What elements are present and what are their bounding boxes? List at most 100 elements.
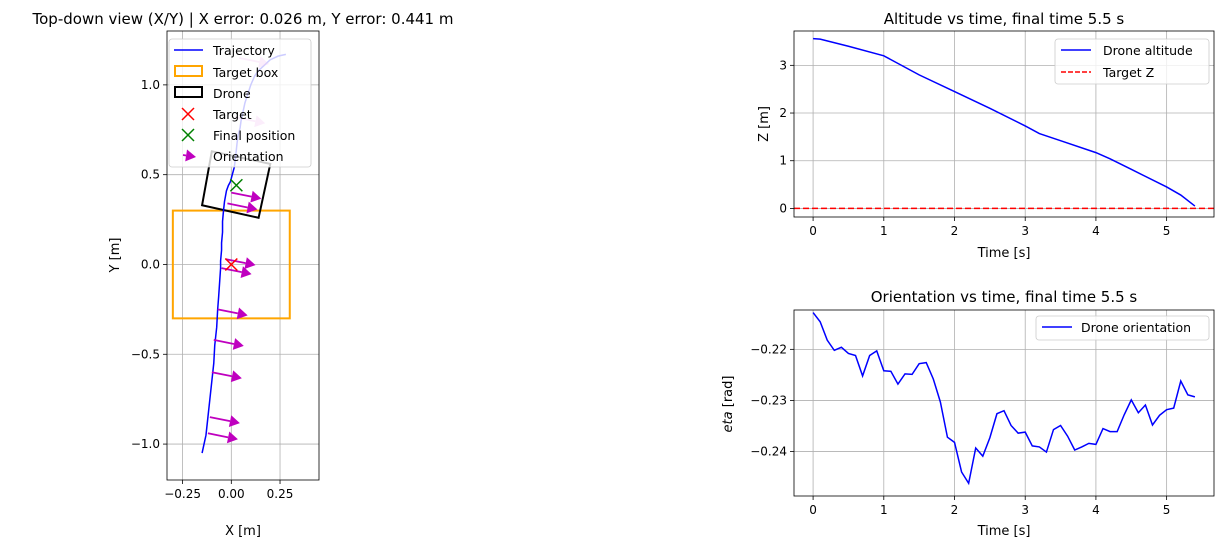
topdown-axes-frame (166, 30, 320, 481)
legend-orientation-arrow-head (185, 149, 196, 162)
legend-frame (168, 38, 312, 168)
target-marker (224, 257, 238, 272)
legend-target-swatch (181, 107, 195, 121)
altitude-chart: Altitude vs time, final time 5.5 s 0 1 2 3 4… (757, 10, 1215, 261)
orientation-arrow-shaft (207, 432, 229, 439)
legend-drone-swatch (174, 86, 203, 98)
orientation-ytick-label: −0.22 (750, 342, 787, 356)
topdown-chart: Top-down view (X/Y) | X error: 0.026 m, … (32, 10, 454, 539)
orientation-ytick-label: −0.23 (750, 393, 787, 407)
legend-orientation-swatch (182, 149, 196, 162)
altitude-legend: Drone altitude Target Z (1054, 38, 1210, 85)
altitude-ylabel: Z [m] (757, 106, 772, 142)
orientation-arrow-shaft (221, 267, 242, 273)
altitude-xtick-label: 5 (1163, 224, 1171, 238)
legend-target-box-label: Target box (212, 65, 278, 80)
altitude-ytick-label: 3 (779, 58, 787, 72)
orientation-arrow-head (240, 266, 252, 278)
orientation-arrow-head (228, 415, 240, 428)
legend-target-x (181, 107, 195, 121)
altitude-xtick-label: 2 (951, 224, 959, 238)
legend-final-position-label: Final position (213, 128, 295, 143)
orientation-xtick-label: 5 (1163, 503, 1171, 517)
orientation-arrow (211, 370, 242, 383)
orientation-title: Orientation vs time, final time 5.5 s (871, 288, 1138, 306)
altitude-ytick-label: 0 (779, 201, 787, 215)
altitude-xtick-label: 3 (1021, 224, 1029, 238)
orientation-arrow-head (232, 338, 244, 350)
orientation-arrow-shaft (227, 202, 248, 209)
target-marker-stroke-b (224, 257, 238, 272)
legend-frame (1035, 315, 1210, 341)
topdown-xtick-label: −0.25 (164, 487, 201, 501)
topdown-ytick-label: 0.0 (141, 257, 160, 271)
orientation-arrow (217, 307, 248, 320)
final-position-marker-stroke-b (229, 178, 243, 192)
topdown-ytick-label: −0.5 (131, 347, 160, 361)
orientation-legend: Drone orientation (1035, 315, 1210, 341)
orientation-arrow (209, 415, 240, 428)
orientation-arrow-head (250, 190, 262, 203)
legend-target-z-label: Target Z (1102, 65, 1154, 80)
final-position-marker (229, 178, 243, 192)
orientation-arrow-shaft (231, 191, 252, 198)
orientation-ylabel: eta [rad] (721, 376, 736, 433)
orientation-chart: Orientation vs time, final time 5.5 s 0 1… (721, 288, 1215, 539)
legend-drone-altitude-label: Drone altitude (1103, 43, 1193, 58)
legend-final-position-swatch (181, 128, 195, 142)
topdown-xtick-label: 0.00 (218, 487, 245, 501)
topdown-ytick-label: −1.0 (131, 437, 160, 451)
orientation-axes-frame (793, 309, 1215, 497)
legend-target-label: Target (212, 107, 252, 122)
legend-final-x-stroke-b (181, 128, 195, 142)
altitude-ytick-label: 1 (779, 154, 787, 168)
orientation-arrow-shaft (211, 371, 233, 378)
altitude-xtick-label: 4 (1092, 224, 1100, 238)
altitude-xtick-label: 0 (809, 224, 817, 238)
orientation-arrow-head (230, 370, 242, 383)
orientation-xtick-label: 3 (1021, 503, 1029, 517)
orientation-xtick-label: 2 (951, 503, 959, 517)
topdown-title: Top-down view (X/Y) | X error: 0.026 m, … (32, 10, 454, 28)
orientation-xtick-label: 0 (809, 503, 817, 517)
legend-orientation-arrow (182, 149, 196, 162)
orientation-xtick-label: 1 (880, 503, 888, 517)
topdown-xlabel: X [m] (225, 524, 261, 539)
legend-final-x (181, 128, 195, 142)
drone-orientation-line (812, 312, 1196, 486)
orientation-arrow-head (226, 431, 238, 444)
orientation-arrow (207, 431, 238, 444)
legend-drone-orientation-label: Drone orientation (1081, 320, 1191, 335)
orientation-ytick-label: −0.24 (750, 445, 787, 459)
topdown-ytick-label: 1.0 (141, 78, 160, 92)
legend-orientation-label: Orientation (213, 149, 284, 164)
orientation-arrow-shaft (217, 308, 239, 315)
topdown-ytick-label: 0.5 (141, 168, 160, 182)
orientation-arrow (231, 190, 262, 203)
orientation-arrow-head (244, 257, 256, 270)
legend-target-x-stroke-b (181, 107, 195, 121)
altitude-xtick-label: 1 (880, 224, 888, 238)
altitude-axes-frame (793, 30, 1215, 218)
topdown-xtick-label: 0.25 (267, 487, 294, 501)
orientation-xtick-label: 4 (1092, 503, 1100, 517)
orientation-arrow-shaft (213, 339, 235, 345)
legend-target-box-swatch (174, 65, 203, 77)
altitude-xlabel: Time [s] (977, 246, 1031, 261)
drone-altitude-line (813, 37, 1196, 207)
altitude-title: Altitude vs time, final time 5.5 s (884, 10, 1125, 28)
target-box (171, 209, 291, 320)
altitude-ytick-label: 2 (779, 106, 787, 120)
orientation-arrow-shaft (209, 416, 231, 423)
legend-trajectory-label: Trajectory (212, 43, 275, 58)
orientation-arrow (227, 201, 258, 214)
legend-frame (1054, 38, 1210, 85)
orientation-arrow-head (236, 307, 248, 320)
orientation-arrow (221, 266, 252, 278)
orientation-xlabel: Time [s] (977, 524, 1031, 539)
topdown-ylabel: Y [m] (108, 238, 123, 274)
orientation-arrow-head (246, 201, 258, 214)
topdown-legend: Trajectory Target box Drone Target Final… (168, 38, 312, 168)
orientation-arrow (213, 338, 244, 350)
